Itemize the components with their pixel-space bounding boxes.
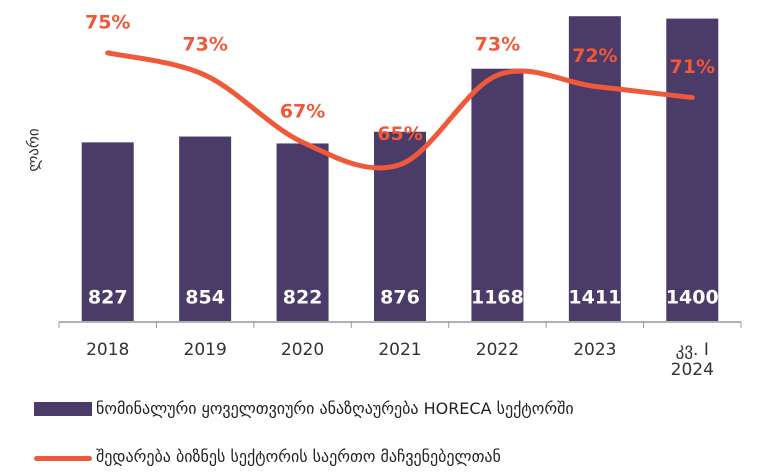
x-tick-label: 2023 (573, 340, 617, 360)
bar-label: 876 (380, 287, 420, 309)
x-tick-label: კვ. I 2024 (670, 340, 714, 380)
line (105, 50, 695, 171)
x-tick-label: 2020 (280, 340, 325, 360)
plot: ლარი 827 854 822 876 1168 1411 1400 75% 73% 67% 65… (25, 11, 742, 328)
bar-label: 827 (88, 287, 128, 309)
bar-label: 1411 (568, 287, 621, 309)
legend-item: ნომინალური ყოველთვიური ანაზღაურება HOREC… (34, 400, 774, 417)
line-label: 67% (280, 101, 325, 123)
bar-label: 854 (185, 287, 225, 309)
legend-line (34, 456, 92, 461)
line-label: 72% (572, 45, 617, 67)
x-tick-label: 2021 (378, 340, 422, 360)
line-label: 71% (670, 56, 715, 78)
line-label: 73% (182, 34, 227, 56)
bar (179, 136, 232, 321)
x-tick-label: 2022 (475, 340, 520, 360)
y-axis-label: ლარი (25, 128, 43, 172)
legend-swatch (34, 402, 92, 416)
line-label: 73% (475, 34, 520, 56)
bar-label: 1168 (471, 287, 524, 309)
line-label: 75% (85, 11, 130, 33)
legend-label: შედარება ბიზნეს სექტორის საერთო მაჩვენებ… (96, 447, 501, 466)
bar (666, 18, 719, 321)
legend-label: ნომინალური ყოველთვიური ანაზღაურება HOREC… (96, 399, 574, 418)
x-tick-label: 2018 (86, 340, 130, 360)
legend-item: შედარება ბიზნეს სექტორის საერთო მაჩვენებ… (34, 448, 774, 465)
bar-label: 822 (283, 287, 323, 309)
x-tick-label: 2019 (183, 340, 227, 360)
bar (81, 142, 134, 321)
bar-label: 1400 (666, 287, 719, 309)
bar (568, 16, 621, 321)
bar (471, 68, 524, 321)
bar (276, 143, 329, 321)
line-label: 65% (377, 123, 422, 145)
